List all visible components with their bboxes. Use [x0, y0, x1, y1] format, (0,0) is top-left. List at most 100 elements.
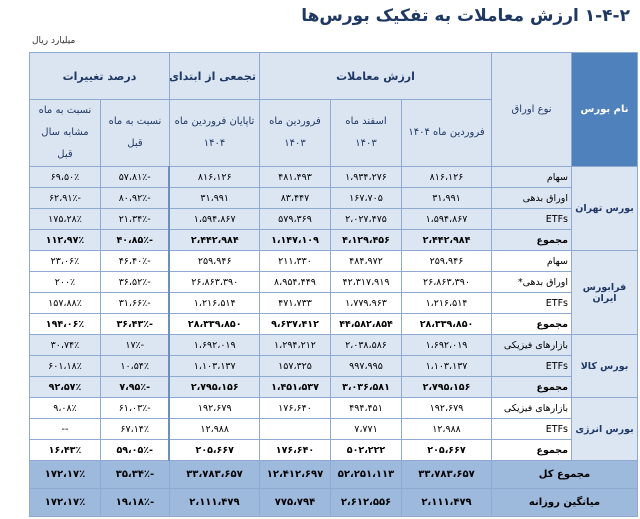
- col-head: فروردین ماه ۱۴۰۳: [258, 99, 332, 167]
- value-cell: ۱۹۴،۰۶٪: [28, 313, 101, 335]
- value-cell: ۳۳،۷۸۳،۶۵۷: [401, 460, 492, 489]
- value-cell: ۷،۷۷۱: [330, 418, 402, 440]
- value-cell: -۵۷،۸۱٪: [99, 166, 170, 188]
- total-label: میانگین روزانه: [491, 488, 638, 517]
- type-cell: مجموع: [491, 313, 572, 335]
- row: مجموع ۲۰۵،۶۶۷ ۵۰۲،۲۲۲ ۱۷۶،۶۴۰ ۲۰۵،۶۶۷ -۵۹،۰۵٪…: [28, 439, 637, 461]
- value-cell: ۱۱۲،۹۷٪: [28, 229, 101, 251]
- value-cell: ۲۵۹،۹۴۶: [168, 250, 260, 272]
- value-cell: ۹۹۷،۹۹۵: [330, 355, 402, 377]
- value-cell: -۶۲،۹۱٪: [28, 187, 101, 209]
- group-head: درصد تغییرات: [28, 52, 170, 100]
- title: ۱-۴-۲ ارزش معاملات به تفکیک بورس‌ها: [301, 6, 630, 26]
- row: بورس انرژی بازارهای فیزیکی ۱۹۲،۶۷۹ ۴۹۴،۴۵۱ ۱…: [28, 397, 638, 461]
- value-cell: ۱،۲۱۶،۵۱۴: [168, 292, 260, 314]
- value-cell: ۳،۰۳۶،۵۸۱: [330, 376, 402, 398]
- row: ETFs ۱۲،۹۸۸ ۷،۷۷۱ ۱۲،۹۸۸ ۶۷،۱۴٪ --: [28, 418, 637, 440]
- row: مجموع ۲۸،۳۳۹،۸۵۰ ۴۴،۵۸۲،۸۵۴ ۹،۶۳۷،۴۱۲ ۲۸،۳۳۹…: [28, 313, 637, 335]
- total-row: میانگین روزانه ۲،۱۱۱،۴۷۹ ۲،۶۱۲،۵۵۶ ۷۷۵،۷۹۴ ۲…: [28, 488, 638, 517]
- value-cell: ۱،۵۹۴،۸۶۷: [168, 208, 260, 230]
- value-cell: ۱،۷۷۹،۹۶۳: [330, 292, 402, 314]
- value-cell: -۳۶،۴۳٪: [99, 313, 170, 335]
- value-cell: ۱۶،۴۳٪: [28, 439, 101, 461]
- value-cell: ۲۰۰٪: [28, 271, 101, 293]
- value-cell: ۲،۰۲۷،۴۷۵: [330, 208, 402, 230]
- type-cell: مجموع: [491, 229, 572, 251]
- value-cell: ۱۷۶،۶۴۰: [258, 439, 332, 461]
- value-cell: ۱،۶۹۲،۰۱۹: [401, 334, 492, 356]
- value-cell: ۴،۱۲۹،۴۵۶: [330, 229, 402, 251]
- value-cell: ۲،۱۱۱،۴۷۹: [401, 488, 492, 517]
- value-cell: ۱،۶۹۲،۰۱۹: [168, 334, 260, 356]
- col-head: نام بورس: [571, 52, 638, 167]
- value-cell: ۵۲،۲۵۱،۱۱۳: [330, 460, 402, 489]
- value-cell: ۷۷۵،۷۹۴: [258, 488, 332, 517]
- value-cell: ۱،۹۳۴،۲۷۶: [330, 166, 402, 188]
- type-cell: ETFs: [491, 292, 572, 314]
- value-cell: ۴۴،۵۸۲،۸۵۴: [330, 313, 402, 335]
- value-cell: ۲،۷۹۵،۱۵۶: [168, 376, 260, 398]
- value-cell: --: [28, 418, 101, 440]
- value-cell: ۲،۰۳۸،۵۸۶: [330, 334, 402, 356]
- type-cell: بازارهای فیزیکی: [491, 397, 572, 419]
- type-cell: سهام: [491, 166, 572, 188]
- value-cell: ۱۷۶،۶۴۰: [258, 397, 332, 419]
- value-cell: -۱۷٪: [99, 334, 170, 356]
- value-cell: ۲۰۵،۶۶۷: [401, 439, 492, 461]
- row: ETFs ۱،۲۱۶،۵۱۴ ۱،۷۷۹،۹۶۳ ۴۷۱،۷۳۳ ۱،۲۱۶،۵۱۴ -۳…: [28, 292, 637, 314]
- value-cell: -۳۶،۵۲٪: [99, 271, 170, 293]
- value-cell: -۳۵،۳۴٪: [99, 460, 170, 489]
- row: مجموع ۲،۷۹۵،۱۵۶ ۳،۰۳۶،۵۸۱ ۱،۴۵۱،۵۳۷ ۲،۷۹۵،۱۵…: [28, 376, 637, 398]
- col-head: نسبت به ماه قبل: [99, 99, 170, 167]
- value-cell: -۱۹،۱۸٪: [99, 488, 170, 517]
- value-cell: ۲۶،۸۶۳،۳۹۰: [401, 271, 492, 293]
- value-cell: ۱۷۲،۱۷٪: [28, 488, 101, 517]
- value-cell: ۵۷۹،۳۶۹: [258, 208, 332, 230]
- value-cell: ۲،۶۱۲،۵۵۶: [330, 488, 402, 517]
- value-cell: ۱۹۲،۶۷۹: [401, 397, 492, 419]
- group-head: تجمعی از ابتدای سال: [168, 52, 260, 100]
- value-cell: -۴۶،۴۰٪: [99, 250, 170, 272]
- value-cell: ۳۱،۹۹۱: [168, 187, 260, 209]
- type-cell: اوراق بدهی: [491, 187, 572, 209]
- value-cell: ۴۲،۳۱۷،۹۱۹: [330, 271, 402, 293]
- value-cell: -۲۱،۳۴٪: [99, 208, 170, 230]
- value-cell: -۴۰،۸۵٪: [99, 229, 170, 251]
- value-cell: ۲،۴۴۲،۹۸۴: [401, 229, 492, 251]
- group-head: ارزش معاملات: [258, 52, 493, 100]
- value-cell: ۲۰۵،۶۶۷: [168, 439, 260, 461]
- value-cell: ۴۸۴،۹۷۲: [330, 250, 402, 272]
- value-cell: ۴۷۱،۷۳۳: [258, 292, 332, 314]
- col-head: نوع اوراق: [491, 52, 572, 167]
- value-cell: ۱،۲۹۴،۲۱۲: [258, 334, 332, 356]
- value-cell: ۸۱۶،۱۲۶: [401, 166, 492, 188]
- value-cell: ۲۸،۳۳۹،۸۵۰: [401, 313, 492, 335]
- row: بورس تهران سهام ۸۱۶،۱۲۶ ۱،۹۳۴،۲۷۶ ۴۸۱،۴۹۳ ۸۱۶…: [28, 166, 638, 251]
- type-cell: مجموع: [491, 439, 572, 461]
- value-cell: ۱۲،۴۱۲،۶۹۷: [258, 460, 332, 489]
- value-cell: -۷،۹۵٪: [99, 376, 170, 398]
- type-cell: ETFs: [491, 418, 572, 440]
- value-cell: ۱،۲۱۶،۵۱۴: [401, 292, 492, 314]
- row: اوراق بدهی ۳۱،۹۹۱ ۱۶۷،۷۰۵ ۸۳،۴۴۷ ۳۱،۹۹۱ -۸۰،۹…: [28, 187, 637, 209]
- col-head: تاپایان فروردین ماه ۱۴۰۴: [168, 99, 260, 167]
- value-cell: -۳۱،۶۶٪: [99, 292, 170, 314]
- value-cell: ۱۹۲،۶۷۹: [168, 397, 260, 419]
- value-cell: [258, 418, 332, 440]
- value-cell: ۱۵۷،۳۲۵: [258, 355, 332, 377]
- value-cell: ۱۲،۹۸۸: [168, 418, 260, 440]
- row: ETFs ۱،۵۹۴،۸۶۷ ۲،۰۲۷،۴۷۵ ۵۷۹،۳۶۹ ۱،۵۹۴،۸۶۷ -۲…: [28, 208, 637, 230]
- value-cell: ۲۶،۸۶۳،۳۹۰: [168, 271, 260, 293]
- type-cell: بازارهای فیزیکی: [491, 334, 572, 356]
- value-cell: ۱،۱۴۷،۱۰۹: [258, 229, 332, 251]
- value-cell: ۲۸،۳۳۹،۸۵۰: [168, 313, 260, 335]
- col-head: فروردین ماه ۱۴۰۴: [401, 99, 492, 167]
- type-cell: سهام: [491, 250, 572, 272]
- value-cell: ۲،۷۹۵،۱۵۶: [401, 376, 492, 398]
- type-cell: ETFs: [491, 208, 572, 230]
- value-cell: -۸۰،۹۲٪: [99, 187, 170, 209]
- row: اوراق بدهی* ۲۶،۸۶۳،۳۹۰ ۴۲،۳۱۷،۹۱۹ ۸،۹۵۴،۴۴۹…: [28, 271, 637, 293]
- row: بورس کالا بازارهای فیزیکی ۱،۶۹۲،۰۱۹ ۲،۰۳۸،۵…: [28, 334, 638, 398]
- value-cell: -۶۱،۰۳٪: [99, 397, 170, 419]
